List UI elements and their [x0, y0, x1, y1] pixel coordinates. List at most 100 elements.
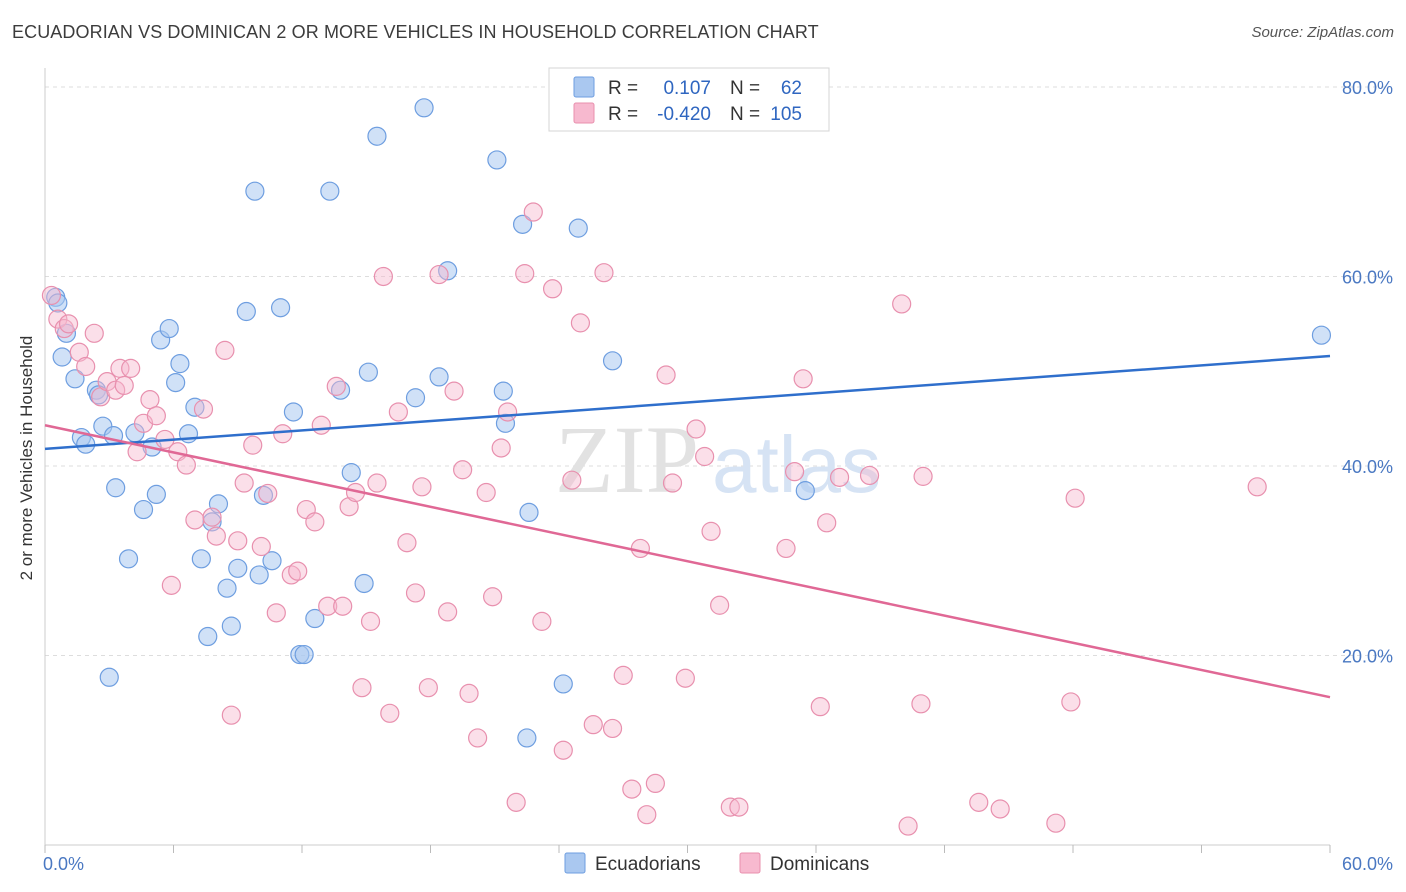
ecuadorian-point — [602, 351, 623, 371]
dominican-point — [352, 678, 372, 698]
dominican-point — [397, 533, 417, 553]
dominican-point — [476, 482, 496, 503]
ecuadorian-point — [52, 347, 72, 367]
dominican-point — [48, 309, 68, 329]
ecuadorian-point — [202, 512, 222, 532]
dominican-point — [114, 375, 134, 396]
dominican-point — [570, 313, 591, 333]
bottom-legend-label-dominicans: Dominicans — [770, 854, 869, 875]
dominican-point — [58, 314, 79, 334]
ecuadorian-point — [517, 728, 537, 748]
ecuadorian-point — [795, 481, 815, 501]
dominican-point — [438, 602, 458, 622]
watermark-zip: ZIP — [555, 406, 699, 513]
y-tick-label: 60.0% — [1342, 267, 1393, 287]
x-tick-label: 0.0% — [43, 854, 84, 874]
grid-lines — [45, 86, 1390, 656]
ecuadorian-point — [429, 367, 449, 387]
dominican-point — [1247, 477, 1267, 497]
legend-swatch-ecuadorians — [573, 76, 595, 98]
dominican-point — [776, 538, 796, 559]
dominican-point — [418, 678, 438, 698]
dominican-point — [453, 460, 473, 480]
dominican-point — [215, 340, 235, 360]
ecuadorian-point — [358, 362, 378, 382]
legend-n-label-1: N = — [730, 78, 760, 99]
dominican-point — [913, 466, 933, 486]
dominican-point — [221, 705, 241, 725]
dominican-point — [817, 513, 837, 533]
ecuadorian-point — [341, 463, 361, 483]
dominican-point — [675, 668, 695, 688]
dominican-point — [710, 595, 730, 615]
tick-labels: 20.0% 40.0% 60.0% 80.0% 0.0% 60.0% — [43, 78, 1393, 874]
dominican-point — [251, 536, 271, 557]
dominican-point — [273, 424, 293, 444]
ecuadorian-point — [106, 478, 126, 498]
ecuadorian-point — [191, 549, 211, 569]
ecuadorian-point — [133, 499, 154, 520]
dominican-point — [326, 376, 346, 396]
ecuadorian-point — [262, 551, 282, 571]
dominican-point — [193, 399, 214, 419]
dominican-point — [1065, 488, 1085, 508]
ecuadorian-point — [414, 98, 434, 118]
ecuadorian-point — [283, 402, 304, 422]
dominican-point — [498, 402, 518, 422]
dominican-point — [898, 816, 918, 836]
dominican-point — [515, 264, 535, 284]
dominican-point — [228, 531, 248, 551]
dominican-point — [333, 596, 353, 616]
dominican-point — [405, 583, 426, 603]
dominican-point — [288, 561, 308, 581]
dominican-point — [311, 415, 331, 435]
dominican-point — [140, 390, 160, 410]
dominican-point — [911, 694, 931, 714]
ecuadorian-point — [146, 484, 166, 505]
dominican-point — [859, 465, 880, 486]
dominican-point — [234, 473, 254, 493]
legend-n-value-2: 105 — [770, 104, 802, 125]
ecuadorian-point — [170, 354, 190, 374]
dominican-point — [613, 665, 633, 685]
ecuadorian-point — [99, 667, 119, 687]
dominican-point — [506, 792, 526, 812]
dominican-point — [176, 455, 196, 475]
ecuadorian-point — [217, 578, 237, 598]
dominican-point — [305, 512, 325, 532]
dominican-point — [662, 473, 683, 493]
ecuadorian-point — [553, 674, 573, 694]
ecuadorian-point — [294, 644, 314, 665]
ecuadorian-point — [236, 301, 256, 322]
dominican-point — [459, 683, 479, 703]
dominican-point — [810, 697, 830, 717]
dominican-point — [784, 462, 805, 482]
dominican-point — [523, 202, 543, 222]
bottom-legend-swatch-ecuadorians — [564, 852, 586, 874]
ecuadorian-point — [166, 372, 186, 393]
top-legend: R = 0.107 N = 62 R = -0.420 N = 105 — [548, 67, 830, 132]
trend-lines — [44, 354, 1331, 699]
watermark: ZIP atlas — [555, 406, 881, 513]
legend-r-label-2: R = — [608, 104, 638, 125]
dominican-point — [637, 805, 657, 825]
dominican-point — [373, 266, 393, 287]
dominican-point — [360, 611, 381, 631]
ecuadorian-point — [320, 181, 340, 201]
dominican-point — [69, 342, 89, 362]
ecuadorian-point — [493, 381, 513, 401]
x-tick-label: 60.0% — [1342, 854, 1393, 874]
dominican-point — [583, 715, 603, 735]
dominican-point — [1046, 813, 1066, 833]
chart-title: ECUADORIAN VS DOMINICAN 2 OR MORE VEHICL… — [12, 22, 819, 42]
dominican-point — [41, 285, 62, 306]
axes — [44, 68, 1331, 853]
dominican-point — [380, 703, 400, 723]
legend-swatch-dominicans — [573, 102, 595, 124]
dominican-point — [656, 365, 676, 385]
dominican-point — [969, 792, 989, 812]
dominican-point — [444, 381, 464, 401]
ecuadorian-point — [512, 214, 533, 234]
dominican-point — [412, 477, 432, 497]
